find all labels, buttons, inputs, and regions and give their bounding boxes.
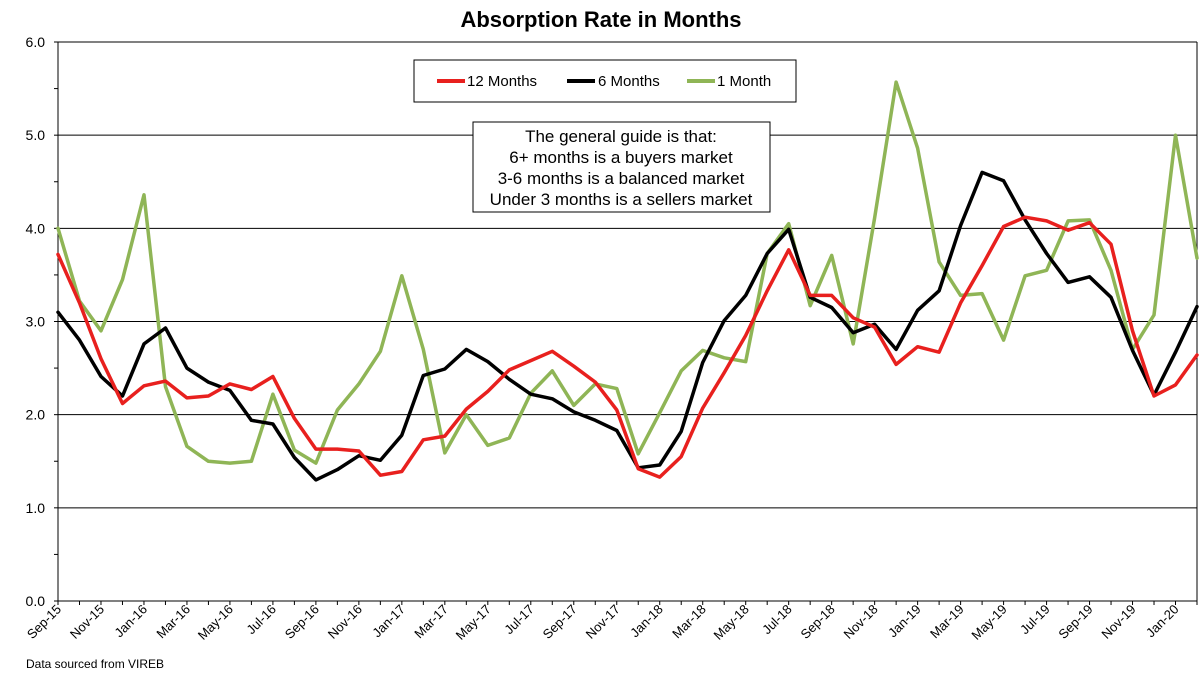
series-line-1-month [56, 80, 1199, 465]
legend-box [413, 59, 797, 103]
y-tick-label: 2.0 [26, 407, 46, 423]
annotation-line: Under 3 months is a sellers market [490, 190, 753, 209]
series-line-6-months [56, 170, 1199, 482]
annotation-line: 3-6 months is a balanced market [498, 169, 745, 188]
guide-annotation: The general guide is that: 6+ months is … [472, 121, 771, 213]
series-lines [56, 80, 1199, 482]
source-note: Data sourced from VIREB [26, 657, 164, 671]
series-line-12-months [56, 215, 1199, 479]
y-tick-label: 1.0 [26, 500, 46, 516]
y-tick-label: 3.0 [26, 314, 46, 330]
chart-title: Absorption Rate in Months [460, 7, 741, 32]
y-tick-label: 5.0 [26, 127, 46, 143]
y-tick-label: 4.0 [26, 220, 46, 236]
annotation-box [472, 121, 771, 213]
legend-label-6-months: 6 Months [598, 73, 660, 90]
legend-label-1-month: 1 Month [717, 73, 771, 90]
y-tick-label: 0.0 [26, 593, 46, 609]
y-tick-label: 6.0 [26, 34, 46, 50]
legend: 12 Months 6 Months 1 Month [413, 59, 797, 103]
annotation-line: The general guide is that: [525, 127, 717, 146]
annotation-line: 6+ months is a buyers market [509, 148, 733, 167]
legend-label-12-months: 12 Months [467, 73, 537, 90]
